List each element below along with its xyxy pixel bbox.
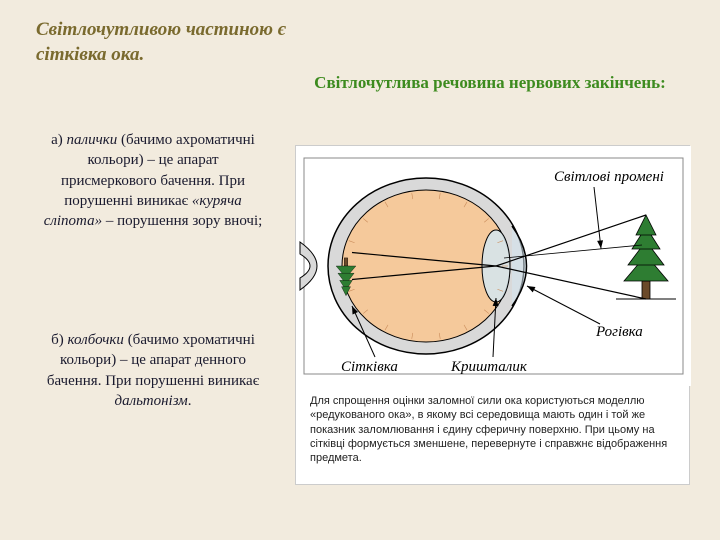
para-a-term: палички — [67, 132, 118, 148]
svg-text:Рогівка: Рогівка — [595, 324, 643, 340]
page-title: Світлочутливою частиною є сітківка ока. — [36, 18, 336, 67]
para-b-prefix: б) — [51, 332, 67, 348]
paragraph-a: а) палички (бачимо ахроматичні кольори) … — [38, 130, 268, 231]
subtitle: Світлочутлива речовина нервових закінчен… — [300, 72, 680, 94]
svg-text:Сітківка: Сітківка — [341, 359, 398, 375]
svg-text:Світлові промені: Світлові промені — [554, 169, 664, 185]
para-b-tail: . — [188, 393, 192, 409]
svg-text:Кришталик: Кришталик — [450, 359, 528, 375]
para-a-prefix: а) — [51, 132, 66, 148]
para-b-term2: дальтонізм — [115, 393, 188, 409]
eye-svg: Світлові промені Рогівка Сітківка Кришталик — [296, 146, 691, 386]
diagram-caption: Для спрощення оцінки заломної сили ока к… — [296, 386, 689, 475]
para-a-tail: – порушення зору вночі; — [102, 213, 262, 229]
para-b-term: колбочки — [68, 332, 124, 348]
paragraph-b: б) колбочки (бачимо хроматичні кольори) … — [38, 330, 268, 411]
eye-diagram: Світлові промені Рогівка Сітківка Кришталик… — [295, 145, 690, 485]
